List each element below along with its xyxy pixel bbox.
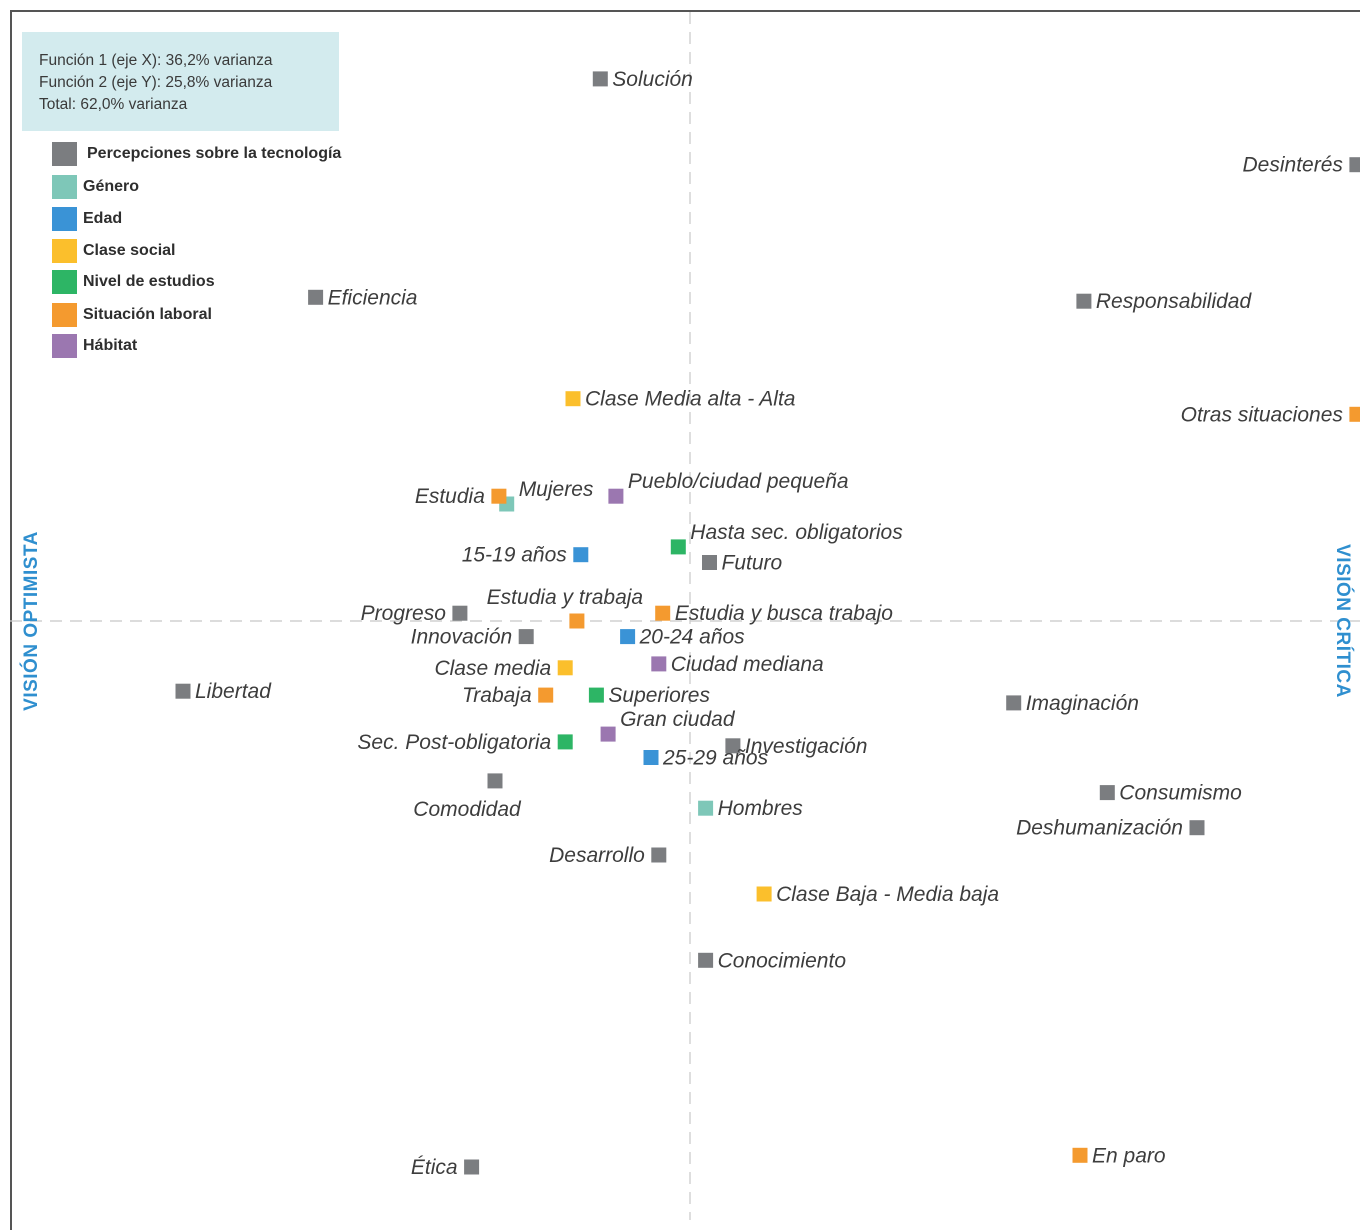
label-desinteres: Desinterés — [1243, 154, 1344, 177]
label-deshumanizacion: Deshumanización — [1016, 817, 1183, 840]
point-15-19-anos — [573, 547, 588, 562]
legend-swatch — [52, 303, 77, 327]
label-clase-media-alta-alta: Clase Media alta - Alta — [585, 388, 795, 411]
legend-label: Situación laboral — [83, 306, 212, 324]
point-desinteres — [1349, 157, 1360, 172]
point-clase-baja-media-baja — [757, 887, 772, 902]
point-desarrollo — [651, 848, 666, 863]
axis-title-critica: VISIÓN CRÍTICA — [1331, 511, 1353, 731]
point-conocimiento — [698, 953, 713, 968]
point-estudia-y-trabaja — [569, 614, 584, 629]
legend-label: Hábitat — [83, 337, 137, 355]
point-sec-post-obligatoria — [558, 734, 573, 749]
legend-swatch — [52, 270, 77, 294]
label-superiores: Superiores — [608, 684, 710, 707]
point-ciudad-mediana — [651, 656, 666, 671]
chart-marks: Solución Desinterés Eficiencia Responsabili… — [176, 68, 1360, 1179]
point-solucion — [593, 71, 608, 86]
label-conocimiento: Conocimiento — [718, 949, 847, 972]
label-estudia-y-trabaja: Estudia y trabaja — [487, 586, 643, 609]
point-libertad — [176, 684, 191, 699]
point-estudia-y-busca-trabajo — [655, 606, 670, 621]
point-deshumanizacion — [1190, 820, 1205, 835]
legend-swatch — [52, 334, 77, 358]
label-estudia-y-busca-trabajo: Estudia y busca trabajo — [675, 602, 894, 625]
label-pueblo-ciudad-pequena: Pueblo/ciudad pequeña — [628, 470, 849, 493]
label-progreso: Progreso — [361, 602, 447, 625]
point-consumismo — [1100, 785, 1115, 800]
variance-info-box: Función 1 (eje X): 36,2% varianza Funció… — [22, 32, 339, 131]
point-responsabilidad — [1076, 294, 1091, 309]
point-hombres — [698, 801, 713, 816]
point-clase-media-alta-alta — [566, 391, 581, 406]
point-pueblo-ciudad-pequena — [608, 489, 623, 504]
label-gran-ciudad: Gran ciudad — [620, 708, 736, 731]
point-futuro — [702, 555, 717, 570]
legend-label: Género — [83, 178, 139, 196]
legend-swatch — [52, 239, 77, 263]
label-15-19-anos: 15-19 años — [462, 544, 568, 567]
label-en-paro: En paro — [1092, 1144, 1166, 1167]
label-hombres: Hombres — [718, 797, 804, 820]
point-hasta-sec-obligatorios — [671, 539, 686, 554]
label-consumismo: Consumismo — [1119, 782, 1242, 805]
legend-label: Percepciones sobre la tecnología — [87, 145, 341, 163]
point-comodidad — [488, 773, 503, 788]
point-estudia — [491, 489, 506, 504]
label-hasta-sec-obligatorios: Hasta sec. obligatorios — [690, 521, 903, 544]
legend-swatch — [52, 207, 77, 231]
point-etica — [464, 1160, 479, 1175]
label-25-29-anos: 25-29 años — [662, 747, 769, 770]
point-en-paro — [1073, 1148, 1088, 1163]
label-clase-baja-media-baja: Clase Baja - Media baja — [776, 883, 999, 906]
point-innovacion — [519, 629, 534, 644]
legend-label: Nivel de estudios — [83, 273, 215, 291]
label-innovacion: Innovación — [411, 626, 513, 649]
label-libertad: Libertad — [195, 680, 272, 703]
label-etica: Ética — [411, 1156, 458, 1179]
label-desarrollo: Desarrollo — [549, 844, 645, 867]
legend-swatch — [52, 175, 77, 199]
label-mujeres: Mujeres — [519, 478, 594, 501]
label-comodidad: Comodidad — [413, 798, 522, 821]
label-trabaja: Trabaja — [462, 684, 532, 707]
point-20-24-anos — [620, 629, 635, 644]
label-20-24-anos: 20-24 años — [639, 626, 746, 649]
label-estudia: Estudia — [415, 485, 485, 508]
point-25-29-anos — [644, 750, 659, 765]
point-eficiencia — [308, 290, 323, 305]
label-otras-situaciones: Otras situaciones — [1181, 403, 1344, 426]
label-sec-post-obligatoria: Sec. Post-obligatoria — [357, 731, 551, 754]
label-eficiencia: Eficiencia — [328, 286, 418, 309]
label-solucion: Solución — [612, 68, 693, 91]
point-gran-ciudad — [601, 727, 616, 742]
legend-label: Edad — [83, 210, 122, 228]
point-superiores — [589, 688, 604, 703]
axis-title-optimista: VISIÓN OPTIMISTA — [21, 511, 43, 731]
variance-line-3: Total: 62,0% varianza — [39, 94, 339, 116]
label-ciudad-mediana: Ciudad mediana — [671, 653, 824, 676]
label-responsabilidad: Responsabilidad — [1096, 290, 1253, 313]
variance-line-2: Función 2 (eje Y): 25,8% varianza — [39, 72, 339, 94]
point-progreso — [452, 606, 467, 621]
variance-line-1: Función 1 (eje X): 36,2% varianza — [39, 50, 339, 72]
point-clase-media — [558, 660, 573, 675]
label-futuro: Futuro — [722, 552, 783, 575]
legend-label: Clase social — [83, 242, 176, 260]
legend-swatch — [52, 142, 77, 166]
label-clase-media: Clase media — [434, 657, 551, 680]
point-imaginacion — [1006, 695, 1021, 710]
point-trabaja — [538, 688, 553, 703]
label-imaginacion: Imaginación — [1026, 692, 1139, 715]
point-otras-situaciones — [1349, 407, 1360, 422]
